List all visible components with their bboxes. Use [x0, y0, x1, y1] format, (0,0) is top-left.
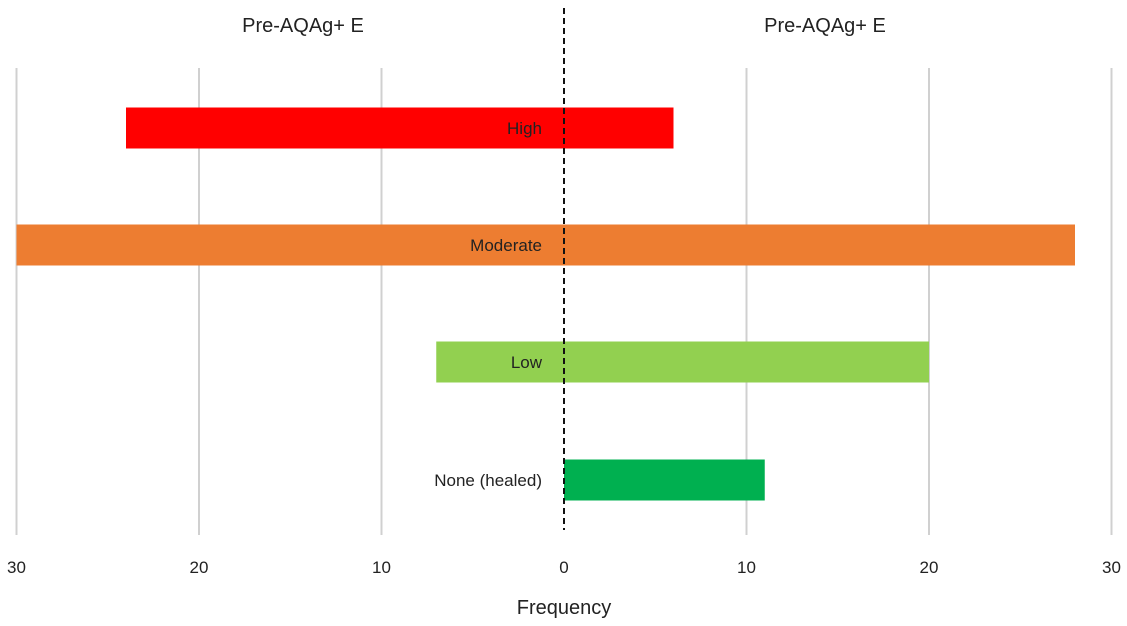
bar-left: [126, 107, 564, 149]
x-tick-label: 20: [920, 558, 939, 577]
x-tick-label: 30: [1102, 558, 1121, 577]
bar-right: [564, 107, 674, 149]
x-tick-label: 20: [190, 558, 209, 577]
category-label: Moderate: [470, 236, 542, 255]
bar-left: [436, 341, 564, 383]
category-label: High: [507, 119, 542, 138]
x-tick-label: 10: [372, 558, 391, 577]
category-label: None (healed): [434, 471, 542, 490]
bar-right: [564, 341, 929, 383]
x-tick-label: 30: [7, 558, 26, 577]
bar-right: [564, 224, 1075, 266]
bar-right: [564, 459, 765, 501]
category-label: Low: [511, 353, 543, 372]
x-axis-title: Frequency: [517, 597, 612, 619]
right-panel-title: Pre-AQAg+ E: [764, 15, 886, 37]
x-tick-label: 0: [559, 558, 568, 577]
x-tick-labels: 30 20 10 0 10 20 30: [7, 558, 1121, 577]
x-tick-label: 10: [737, 558, 756, 577]
left-panel-title: Pre-AQAg+ E: [242, 15, 364, 37]
bar-left: [16, 224, 564, 266]
category-labels: High Moderate Low None (healed): [434, 119, 542, 490]
bars: [16, 107, 1075, 501]
